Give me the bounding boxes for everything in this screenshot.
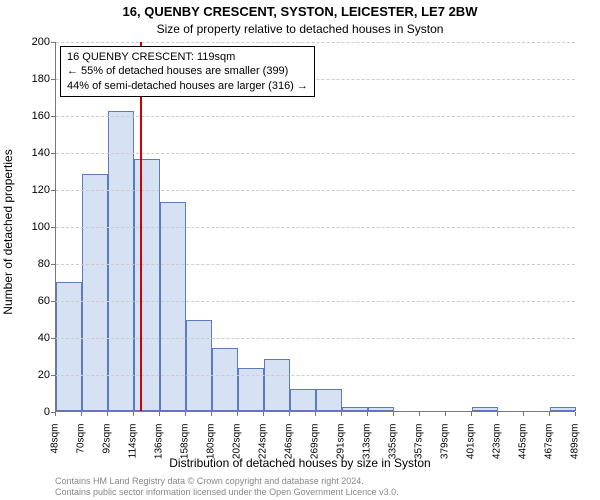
y-tick-label: 40: [10, 332, 50, 344]
attribution-line: Contains public sector information licen…: [55, 487, 399, 498]
x-tick-label: 357sqm: [414, 424, 425, 484]
y-tick-label: 80: [10, 258, 50, 270]
x-tick-label: 467sqm: [544, 424, 555, 484]
annotation-line: 44% of semi-detached houses are larger (…: [67, 79, 308, 93]
gridline: [56, 227, 575, 228]
histogram-bar: [108, 111, 134, 411]
gridline: [56, 375, 575, 376]
gridline: [56, 116, 575, 117]
x-tick-mark: [471, 412, 472, 416]
x-tick-label: 313sqm: [362, 424, 373, 484]
y-tick-mark: [51, 116, 55, 117]
x-tick-mark: [263, 412, 264, 416]
annotation-line: ← 55% of detached houses are smaller (39…: [67, 64, 308, 78]
x-tick-mark: [159, 412, 160, 416]
annotation-line: 16 QUENBY CRESCENT: 119sqm: [67, 50, 308, 64]
gridline: [56, 301, 575, 302]
annotation-box: 16 QUENBY CRESCENT: 119sqm ← 55% of deta…: [60, 46, 315, 97]
gridline: [56, 190, 575, 191]
x-tick-label: 423sqm: [492, 424, 503, 484]
x-tick-mark: [393, 412, 394, 416]
y-tick-mark: [51, 190, 55, 191]
histogram-bar: [212, 348, 238, 411]
y-tick-mark: [51, 79, 55, 80]
y-tick-label: 60: [10, 295, 50, 307]
histogram-bar: [160, 202, 186, 411]
x-tick-label: 379sqm: [440, 424, 451, 484]
x-tick-mark: [107, 412, 108, 416]
x-tick-label: 335sqm: [388, 424, 399, 484]
x-tick-mark: [289, 412, 290, 416]
x-tick-mark: [185, 412, 186, 416]
x-tick-label: 92sqm: [102, 424, 113, 484]
x-tick-label: 401sqm: [466, 424, 477, 484]
x-tick-label: 291sqm: [336, 424, 347, 484]
histogram-bar: [368, 407, 394, 411]
histogram-bar: [290, 389, 316, 411]
chart-frame: 16, QUENBY CRESCENT, SYSTON, LEICESTER, …: [0, 0, 600, 500]
x-tick-mark: [341, 412, 342, 416]
gridline: [56, 338, 575, 339]
y-tick-label: 0: [10, 406, 50, 418]
x-tick-mark: [237, 412, 238, 416]
x-tick-label: 202sqm: [232, 424, 243, 484]
histogram-bar: [134, 159, 160, 411]
y-tick-mark: [51, 338, 55, 339]
y-tick-mark: [51, 301, 55, 302]
y-tick-label: 140: [10, 147, 50, 159]
x-tick-label: 114sqm: [128, 424, 139, 484]
chart-title: 16, QUENBY CRESCENT, SYSTON, LEICESTER, …: [0, 4, 600, 19]
x-tick-label: 158sqm: [180, 424, 191, 484]
y-tick-label: 120: [10, 184, 50, 196]
x-tick-mark: [523, 412, 524, 416]
y-tick-mark: [51, 227, 55, 228]
x-tick-mark: [81, 412, 82, 416]
x-tick-mark: [315, 412, 316, 416]
y-tick-mark: [51, 153, 55, 154]
x-tick-mark: [133, 412, 134, 416]
x-tick-label: 136sqm: [154, 424, 165, 484]
x-tick-mark: [55, 412, 56, 416]
histogram-bar: [550, 407, 576, 411]
x-tick-mark: [367, 412, 368, 416]
x-tick-mark: [419, 412, 420, 416]
y-tick-label: 200: [10, 36, 50, 48]
histogram-bar: [316, 389, 342, 411]
y-tick-label: 100: [10, 221, 50, 233]
x-tick-mark: [445, 412, 446, 416]
gridline: [56, 42, 575, 43]
x-tick-label: 445sqm: [518, 424, 529, 484]
y-tick-mark: [51, 42, 55, 43]
histogram-bar: [186, 320, 212, 411]
y-tick-mark: [51, 375, 55, 376]
chart-subtitle: Size of property relative to detached ho…: [0, 22, 600, 36]
x-tick-label: 489sqm: [570, 424, 581, 484]
y-tick-mark: [51, 264, 55, 265]
histogram-bar: [264, 359, 290, 411]
x-axis-label: Distribution of detached houses by size …: [0, 456, 600, 470]
x-tick-label: 180sqm: [206, 424, 217, 484]
gridline: [56, 153, 575, 154]
reference-line: [140, 42, 142, 411]
histogram-bar: [342, 407, 368, 411]
x-tick-label: 224sqm: [258, 424, 269, 484]
x-tick-label: 269sqm: [310, 424, 321, 484]
x-tick-mark: [497, 412, 498, 416]
gridline: [56, 264, 575, 265]
histogram-bar: [472, 407, 498, 411]
x-tick-label: 48sqm: [50, 424, 61, 484]
x-tick-mark: [211, 412, 212, 416]
y-tick-label: 20: [10, 369, 50, 381]
x-tick-mark: [575, 412, 576, 416]
x-tick-label: 246sqm: [284, 424, 295, 484]
x-tick-mark: [549, 412, 550, 416]
y-tick-label: 180: [10, 73, 50, 85]
plot-area: 16 QUENBY CRESCENT: 119sqm ← 55% of deta…: [55, 42, 575, 412]
x-tick-label: 70sqm: [76, 424, 87, 484]
y-tick-label: 160: [10, 110, 50, 122]
